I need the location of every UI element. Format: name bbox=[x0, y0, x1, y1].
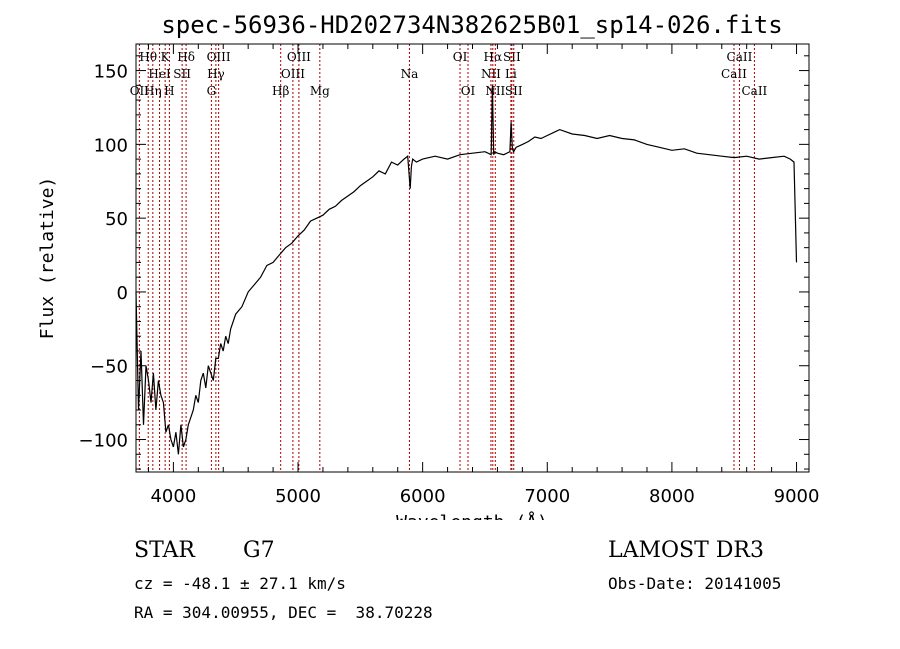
spectral-line-label: SII bbox=[503, 50, 521, 64]
y-tick-label: 150 bbox=[94, 62, 128, 83]
object-class: STAR bbox=[134, 538, 195, 563]
y-tick-label: −50 bbox=[90, 357, 128, 378]
spectral-line-label: Hθ bbox=[139, 50, 157, 64]
obs-date: Obs-Date: 20141005 bbox=[608, 574, 782, 593]
y-tick-label: 0 bbox=[117, 283, 128, 304]
spectral-line-label: Hβ bbox=[272, 84, 289, 98]
spectral-line-label: OII bbox=[130, 84, 150, 98]
object-subclass: G7 bbox=[243, 538, 275, 563]
x-tick-label: 5000 bbox=[275, 486, 321, 507]
x-axis-label: Wavelength (Å) bbox=[396, 511, 548, 520]
y-tick-label: −100 bbox=[79, 431, 128, 452]
y-axis-label: Flux (relative) bbox=[37, 177, 58, 340]
spectral-line-label: NII bbox=[485, 84, 505, 98]
spectral-line-label: CaII bbox=[727, 50, 753, 64]
plot-frame bbox=[135, 43, 810, 473]
y-axis: −100 −50 0 50 100 150 bbox=[79, 55, 809, 470]
spectral-line-label: CaII bbox=[741, 84, 767, 98]
spectral-line-label: K bbox=[161, 50, 171, 64]
spectral-line-label: H bbox=[164, 84, 174, 98]
coordinates: RA = 304.00955, DEC = 38.70228 bbox=[134, 603, 433, 622]
y-tick-label: 50 bbox=[105, 209, 128, 230]
spectral-line-label: OIII bbox=[287, 50, 311, 64]
spectral-line-label: Li bbox=[505, 67, 517, 81]
spectral-line-label: SII bbox=[173, 67, 191, 81]
spectral-line-label: HeI bbox=[148, 67, 171, 81]
chart-title: spec-56936-HD202734N382625B01_sp14-026.f… bbox=[161, 11, 782, 39]
spectral-line-label: G bbox=[207, 84, 217, 98]
survey-name: LAMOST DR3 bbox=[608, 538, 764, 563]
spectral-line-label: Hγ bbox=[207, 67, 225, 81]
spectral-line-label: OI bbox=[461, 84, 476, 98]
x-axis: 4000 5000 6000 7000 8000 9000 bbox=[147, 44, 820, 507]
spectral-line-label: OIII bbox=[281, 67, 305, 81]
spectral-line-label: Mg bbox=[310, 84, 330, 98]
x-tick-label: 6000 bbox=[400, 486, 446, 507]
spectral-line-label: CaII bbox=[721, 67, 747, 81]
spectral-line-label: Na bbox=[401, 67, 419, 81]
x-tick-label: 7000 bbox=[524, 486, 570, 507]
redshift-text: cz = -48.1 ± 27.1 km/s bbox=[134, 574, 346, 593]
spectral-line-label: Hα bbox=[484, 50, 503, 64]
y-tick-label: 100 bbox=[94, 135, 128, 156]
spectral-line-label: Hη bbox=[144, 84, 162, 98]
spectral-line-label: Hδ bbox=[177, 50, 195, 64]
spectrum-chart: spec-56936-HD202734N382625B01_sp14-026.f… bbox=[37, 11, 820, 520]
spectral-line-label: NII bbox=[481, 67, 501, 81]
x-tick-label: 8000 bbox=[649, 486, 695, 507]
spectral-line-label: SII bbox=[505, 84, 523, 98]
spectrum-line bbox=[135, 85, 798, 455]
spectral-line-label: OIII bbox=[207, 50, 231, 64]
spectral-line-label: OI bbox=[453, 50, 468, 64]
x-tick-label: 4000 bbox=[150, 486, 196, 507]
x-tick-label: 9000 bbox=[774, 486, 820, 507]
